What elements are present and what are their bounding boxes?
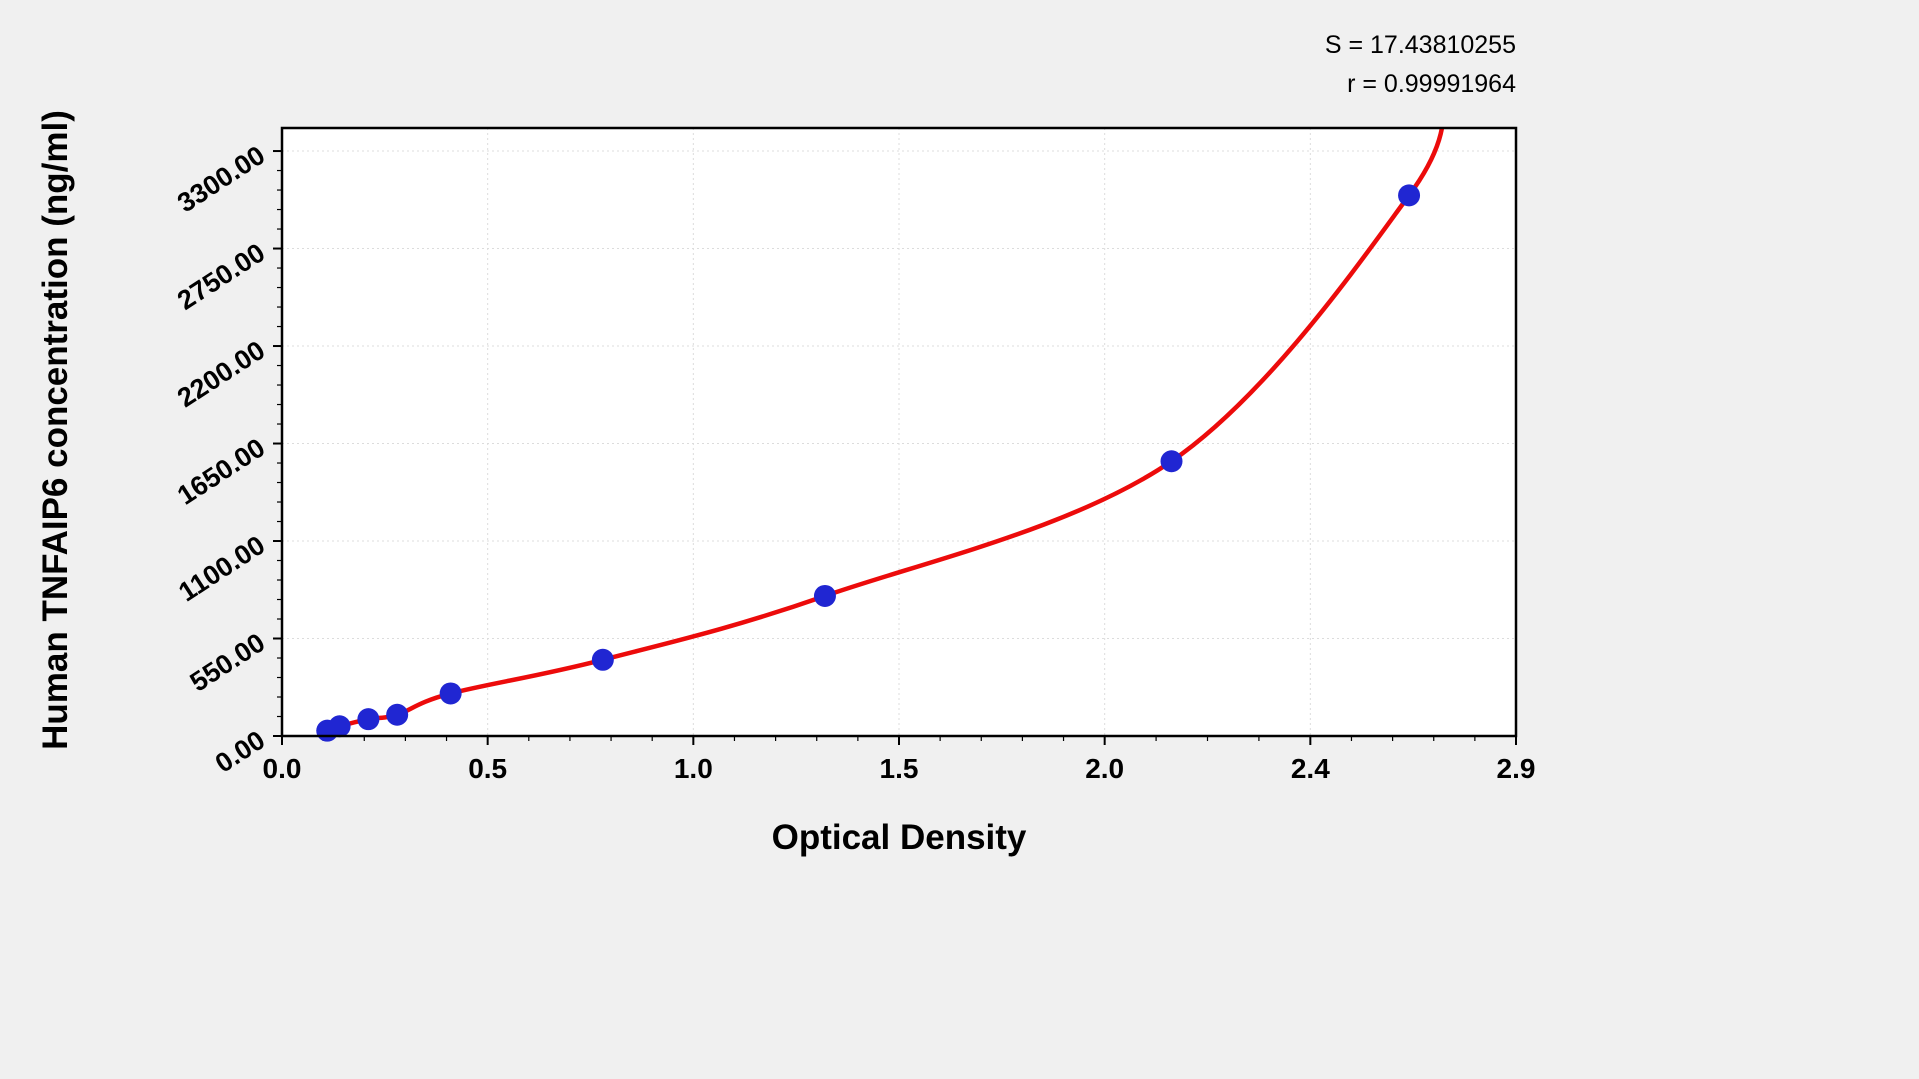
x-tick-label: 2.0 <box>1085 753 1124 784</box>
data-points <box>316 184 1421 742</box>
y-tick-label: 2200.00 <box>172 335 270 413</box>
y-tick-label: 3300.00 <box>172 140 270 218</box>
fit-statistics: S = 17.43810255 r = 0.99991964 <box>1325 26 1516 104</box>
y-tick-label: 1650.00 <box>172 432 270 510</box>
x-tick-label: 0.0 <box>263 753 302 784</box>
x-tick-label: 2.9 <box>1497 753 1536 784</box>
fit-s-value: S = 17.43810255 <box>1324 31 1516 59</box>
plot-border <box>280 126 1518 738</box>
x-tick-labels: 0.0 0.5 1.0 1.5 2.0 2.4 2.9 <box>263 753 1536 784</box>
data-point <box>1398 184 1421 207</box>
x-tick-label: 0.5 <box>468 753 507 784</box>
data-point <box>386 703 409 726</box>
x-tick-label: 1.5 <box>880 753 919 784</box>
fit-r-value: r = 0.99991964 <box>1347 69 1516 98</box>
y-tick-label: 550.00 <box>185 627 271 697</box>
x-axis-label: Optical Density <box>771 818 1027 857</box>
data-point <box>439 682 462 705</box>
data-point <box>591 648 614 671</box>
y-tick-labels: 0.00 550.00 1100.00 1650.00 2200.00 2750.00 33… <box>172 140 270 779</box>
data-point <box>813 584 836 607</box>
data-point <box>1160 450 1183 473</box>
x-tick-label: 1.0 <box>674 753 713 784</box>
y-tick-label: 2750.00 <box>172 237 270 315</box>
x-tick-label: 2.4 <box>1291 753 1330 784</box>
data-point <box>328 715 351 738</box>
major-ticks <box>273 150 1517 745</box>
y-tick-label: 0.00 <box>210 725 270 779</box>
y-tick-label: 1100.00 <box>173 530 270 608</box>
data-point <box>357 708 380 731</box>
